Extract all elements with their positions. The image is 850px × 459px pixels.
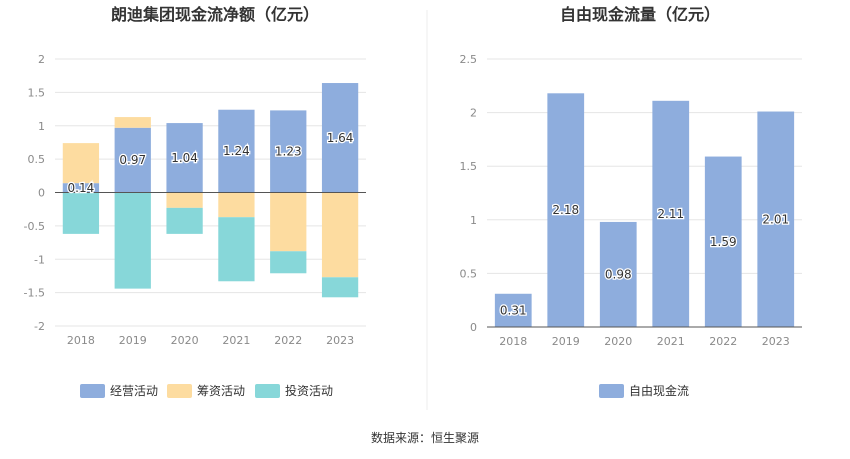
legend-label-financing: 筹资活动	[197, 384, 245, 398]
bar-fcf-2022[interactable]	[704, 156, 742, 327]
data-label: 0.98	[605, 267, 632, 281]
legend-swatch-financing	[167, 384, 192, 398]
data-label: 1.04	[171, 151, 198, 165]
y-tick-label: 1.5	[460, 160, 478, 173]
x-tick-label: 2018	[499, 335, 527, 348]
legend-item-investing[interactable]: 投资活动	[255, 383, 333, 398]
x-tick-label: 2022	[709, 335, 737, 348]
bar-financing-2020[interactable]	[166, 192, 203, 208]
bar-financing-2023[interactable]	[321, 192, 359, 278]
legend-label-operating: 经营活动	[110, 384, 158, 398]
data-label: 0.97	[119, 153, 146, 167]
y-tick-label: 1	[38, 120, 45, 133]
x-tick-label: 2020	[604, 335, 632, 348]
data-label: 1.23	[275, 144, 302, 158]
y-tick-label: 0.5	[460, 267, 478, 280]
chart-title: 自由现金流量（亿元）	[560, 5, 720, 24]
y-tick-label: 0	[38, 187, 45, 200]
bar-fcf-2018[interactable]	[494, 293, 532, 327]
x-tick-labels: 2018 2019 2020 2021 2022 2023	[499, 335, 790, 348]
x-tick-label: 2023	[326, 334, 354, 347]
bar-investing-2022[interactable]	[270, 251, 307, 274]
legend-swatch-operating	[80, 384, 105, 398]
bars	[494, 93, 795, 327]
y-tick-label: 1.5	[28, 86, 46, 99]
data-label: 2.01	[762, 212, 789, 226]
legend-item-financing[interactable]: 筹资活动	[167, 384, 245, 398]
data-label: 1.64	[327, 131, 354, 145]
bar-fcf-2021[interactable]	[652, 100, 690, 327]
legend[interactable]: 自由现金流	[599, 383, 689, 398]
data-labels: 0.31 2.18 0.98 2.11 1.59 2.01	[499, 202, 791, 319]
y-tick-labels: 2 1.5 1 0.5 0 -0.5 -1 -1.5 -2	[24, 53, 45, 333]
y-tick-label: -2	[34, 320, 45, 333]
y-gridlines	[487, 58, 802, 328]
legend-label-fcf: 自由现金流	[629, 383, 689, 398]
x-tick-label: 2023	[762, 335, 790, 348]
legend-swatch-investing	[255, 384, 280, 398]
x-tick-label: 2021	[657, 335, 685, 348]
legend[interactable]: 经营活动 筹资活动 投资活动	[80, 383, 333, 398]
y-tick-label: -1	[34, 253, 45, 266]
bar-investing-2021[interactable]	[218, 217, 255, 282]
bar-investing-2023[interactable]	[321, 277, 359, 298]
free-cash-flow-chart: 自由现金流量（亿元） 2.5 2 1.5 1 0.5 0 0.31 2.18 0.98 2.11…	[460, 5, 802, 398]
x-tick-label: 2021	[222, 334, 250, 347]
bar-operating-2023[interactable]	[321, 83, 359, 193]
bar-financing-2019[interactable]	[114, 117, 151, 128]
bar-financing-2022[interactable]	[270, 192, 307, 252]
y-tick-label: 0	[470, 321, 477, 334]
data-label: 2.18	[552, 203, 579, 217]
x-tick-label: 2019	[119, 334, 147, 347]
y-tick-label: 2.5	[460, 53, 478, 66]
bar-operating-2022[interactable]	[270, 110, 307, 193]
legend-item-operating[interactable]: 经营活动	[80, 384, 158, 398]
data-label: 0.31	[500, 303, 527, 317]
bar-fcf-2020[interactable]	[599, 221, 637, 327]
x-tick-label: 2022	[274, 334, 302, 347]
data-label: 1.24	[223, 144, 250, 158]
y-tick-labels: 2.5 2 1.5 1 0.5 0	[460, 53, 478, 334]
data-label: 1.59	[710, 235, 737, 249]
x-tick-label: 2018	[67, 334, 95, 347]
data-label: 2.11	[657, 207, 684, 221]
bar-fcf-2023[interactable]	[757, 111, 795, 327]
bars	[62, 83, 359, 298]
y-tick-label: 2	[38, 53, 45, 66]
data-source: 数据来源：恒生聚源	[371, 430, 479, 445]
cashflow-net-chart: 朗迪集团现金流净额（亿元） 2 1.5 1 0.5 0 -0.5 -1 -1.5 -2 0.14…	[24, 5, 366, 398]
x-tick-labels: 2018 2019 2020 2021 2022 2023	[67, 334, 354, 347]
y-tick-label: 1	[470, 214, 477, 227]
bar-financing-2021[interactable]	[218, 192, 255, 218]
legend-item-fcf[interactable]: 自由现金流	[599, 383, 689, 398]
bar-operating-2020[interactable]	[166, 123, 203, 193]
bar-operating-2019[interactable]	[114, 127, 151, 193]
bar-operating-2018[interactable]	[62, 183, 100, 193]
y-tick-label: -0.5	[24, 220, 45, 233]
bar-investing-2018[interactable]	[62, 192, 100, 234]
y-tick-label: 0.5	[28, 153, 46, 166]
y-tick-label: -1.5	[24, 287, 45, 300]
x-tick-label: 2020	[171, 334, 199, 347]
chart-title: 朗迪集团现金流净额（亿元）	[111, 5, 319, 24]
bar-financing-2018[interactable]	[62, 143, 100, 184]
bar-operating-2021[interactable]	[218, 109, 255, 193]
bar-investing-2020[interactable]	[166, 207, 203, 234]
x-tick-label: 2019	[552, 335, 580, 348]
bar-investing-2019[interactable]	[114, 192, 151, 289]
data-labels: 0.14 0.97 1.04 1.24 1.23 1.64	[66, 130, 354, 197]
bar-fcf-2019[interactable]	[547, 93, 585, 327]
data-label: 0.14	[68, 181, 95, 195]
y-tick-label: 2	[470, 107, 477, 120]
legend-label-investing: 投资活动	[285, 383, 333, 398]
legend-swatch-fcf	[599, 384, 624, 398]
